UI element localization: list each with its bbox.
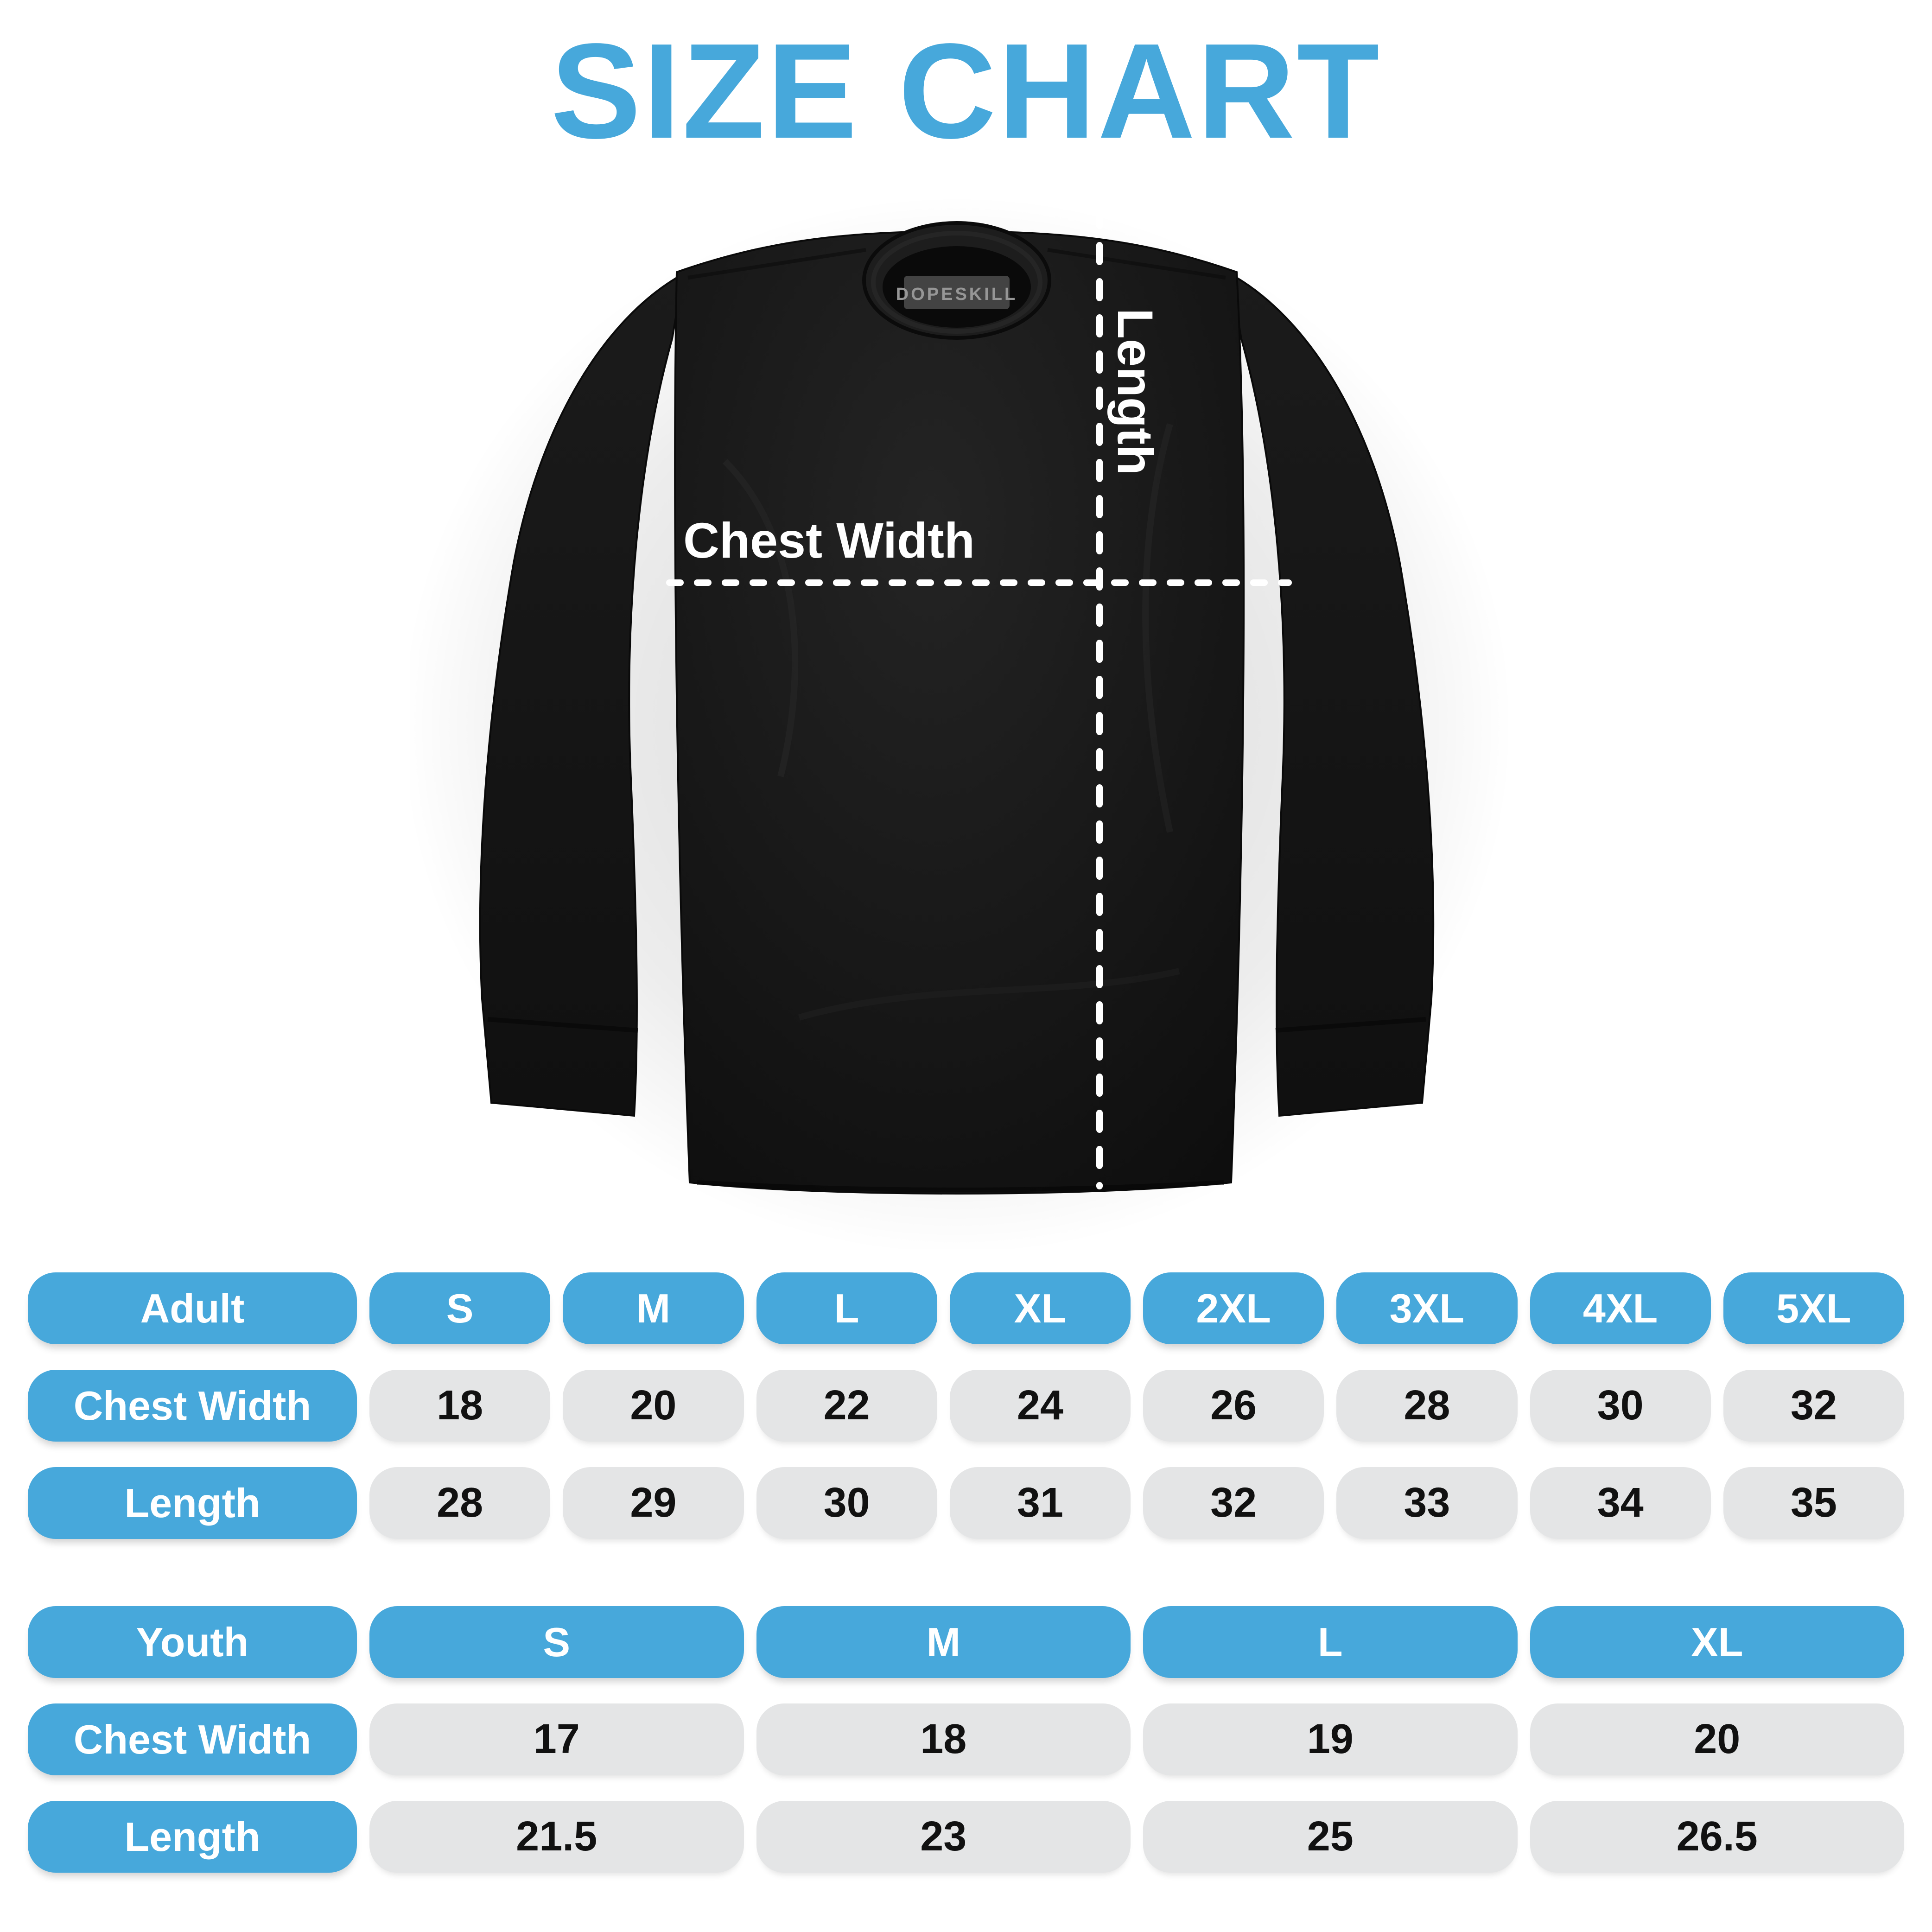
youth-chest-width-value: 20 [1530, 1703, 1904, 1775]
right-sleeve [1229, 272, 1435, 1117]
left-cuff-seam [487, 1017, 638, 1033]
page-title: SIZE CHART [551, 15, 1381, 166]
youth-length-row-label: Length [28, 1801, 357, 1873]
adult-size-s: S [369, 1272, 551, 1344]
adult-chest-width-value: 28 [1336, 1370, 1518, 1442]
wrinkle [1142, 423, 1173, 833]
youth-size-xl: XL [1530, 1606, 1904, 1678]
adult-chest-width-value: 32 [1723, 1370, 1904, 1442]
adult-size-4xl: 4XL [1530, 1272, 1711, 1344]
adult-length-value: 33 [1336, 1467, 1518, 1539]
adult-table-header: Adult [28, 1272, 357, 1344]
shoulder-seam-left [687, 248, 866, 280]
adult-size-m: M [563, 1272, 744, 1344]
adult-size-5xl: 5XL [1723, 1272, 1904, 1344]
collar-rib [871, 231, 1042, 334]
adult-chest-width-value: 18 [369, 1370, 551, 1442]
adult-chest-width-value: 30 [1530, 1370, 1711, 1442]
youth-length-value: 23 [756, 1801, 1131, 1873]
youth-table-header: Youth [28, 1606, 357, 1678]
tshirt-illustration: DOPESKILL Chest Width Length [410, 195, 1513, 1249]
adult-length-value: 30 [756, 1467, 937, 1539]
adult-size-3xl: 3XL [1336, 1272, 1518, 1344]
adult-chest-width-value: 22 [756, 1370, 937, 1442]
right-cuff-seam [1275, 1017, 1426, 1033]
adult-length-row-label: Length [28, 1467, 357, 1539]
adult-chest-width-value: 24 [949, 1370, 1131, 1442]
adult-length-value: 34 [1530, 1467, 1711, 1539]
adult-size-2xl: 2XL [1143, 1272, 1324, 1344]
youth-chest-width-value: 18 [756, 1703, 1131, 1775]
youth-length-value: 26.5 [1530, 1801, 1904, 1873]
youth-size-table: Youth S M L XL Chest Width 17 18 19 20 L… [28, 1606, 1904, 1873]
adult-size-xl: XL [949, 1272, 1131, 1344]
youth-length-value: 25 [1143, 1801, 1518, 1873]
youth-size-l: L [1143, 1606, 1518, 1678]
wrinkle [723, 459, 799, 777]
youth-chest-width-row-label: Chest Width [28, 1703, 357, 1775]
adult-length-value: 31 [949, 1467, 1131, 1539]
shoulder-seam-right [1047, 248, 1226, 280]
adult-length-value: 35 [1723, 1467, 1904, 1539]
youth-chest-width-value: 19 [1143, 1703, 1518, 1775]
adult-chest-width-row-label: Chest Width [28, 1370, 357, 1442]
size-tables: Adult S M L XL 2XL 3XL 4XL 5XL Chest Wid… [28, 1272, 1904, 1873]
youth-chest-width-value: 17 [369, 1703, 744, 1775]
adult-length-value: 32 [1143, 1467, 1324, 1539]
adult-chest-width-value: 26 [1143, 1370, 1324, 1442]
hem-shadow [697, 1180, 1224, 1192]
adult-length-value: 29 [563, 1467, 744, 1539]
left-sleeve [479, 272, 685, 1117]
chest-width-label: Chest Width [683, 512, 975, 568]
youth-size-s: S [369, 1606, 744, 1678]
youth-size-m: M [756, 1606, 1131, 1678]
wrinkle [798, 968, 1180, 1021]
adult-length-value: 28 [369, 1467, 551, 1539]
adult-chest-width-value: 20 [563, 1370, 744, 1442]
youth-length-value: 21.5 [369, 1801, 744, 1873]
length-label: Length [1107, 308, 1163, 475]
brand-tag-text: DOPESKILL [896, 285, 1017, 304]
adult-size-l: L [756, 1272, 937, 1344]
adult-size-table: Adult S M L XL 2XL 3XL 4XL 5XL Chest Wid… [28, 1272, 1904, 1539]
brand-tag [904, 276, 1010, 309]
